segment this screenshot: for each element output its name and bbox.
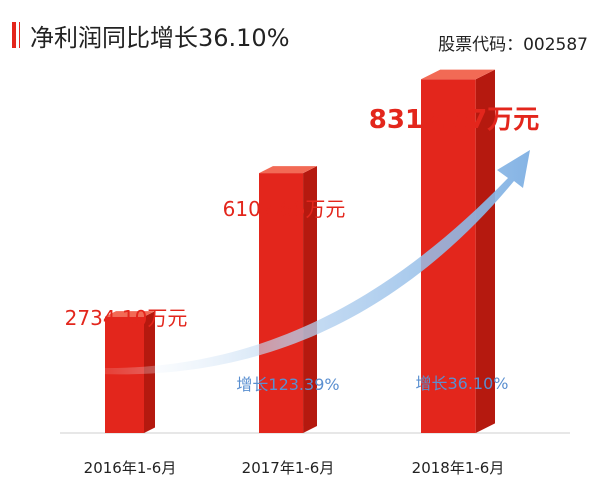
category-label-3: 2018年1-6月 [412,459,505,477]
bar-top-3 [421,69,495,80]
bar-front-1 [105,316,144,433]
value-label-2: 6107.66万元 [223,197,346,221]
bar-side-2 [303,166,317,434]
value-label-3: 8312.67万元 [369,105,539,135]
bar-side-3 [475,69,495,434]
title-accent-line [19,22,20,48]
growth-label-2: 增长123.39% [236,375,339,394]
growth-label-3: 增长36.10% [415,374,508,393]
value-label-1: 2734.10万元 [65,306,188,330]
category-label-1: 2016年1-6月 [84,459,177,477]
page-title: 净利润同比增长36.10% [30,24,290,52]
bar-front-2 [259,173,304,433]
stock-code: 股票代码：002587 [438,35,588,55]
title-accent-bar [12,22,16,48]
category-label-2: 2017年1-6月 [242,459,335,477]
trend-arrow [100,150,530,375]
bar-top-1 [105,311,155,317]
bar-top-2 [259,166,317,174]
